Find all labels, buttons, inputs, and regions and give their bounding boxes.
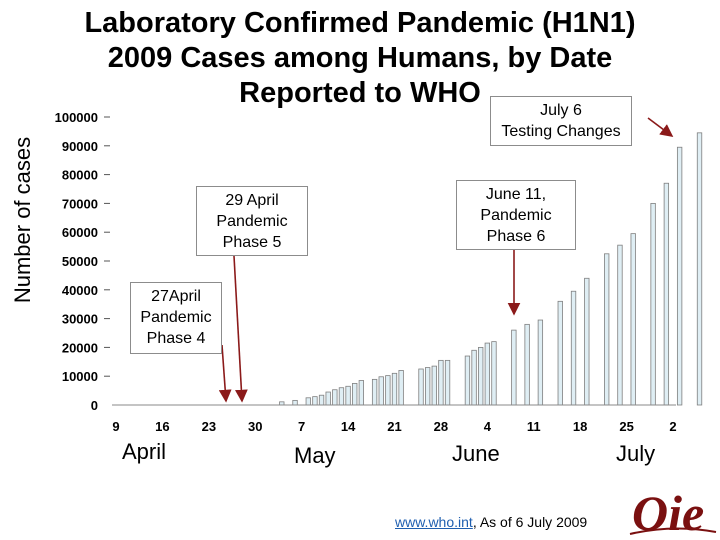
bar: [650, 202, 656, 406]
source-date: , As of 6 July 2009: [472, 514, 588, 530]
bar: [478, 346, 484, 406]
x-tick-label: 16: [155, 419, 169, 434]
x-tick-label: 18: [573, 419, 587, 434]
bar: [617, 244, 623, 406]
bar: [584, 277, 590, 406]
annotation-june11: June 11, Pandemic Phase 6: [456, 180, 576, 250]
bar: [391, 372, 398, 406]
annotation-arrow: [218, 344, 232, 403]
x-tick-label: 21: [387, 419, 401, 434]
bar: [524, 323, 530, 406]
bar: [604, 253, 610, 406]
annotation-line: Phase 6: [486, 228, 546, 245]
svg-text:Oie: Oie: [632, 485, 704, 538]
x-tick-label: 9: [112, 419, 119, 434]
source-link[interactable]: www.who.int: [395, 514, 473, 530]
bar: [438, 359, 444, 406]
y-tick-label: 0: [91, 398, 98, 413]
chart-title: Laboratory Confirmed Pandemic (H1N1) 200…: [40, 6, 680, 111]
bar: [292, 399, 298, 406]
annotation-april29: 29 April Pandemic Phase 5: [196, 186, 308, 256]
bar: [484, 342, 490, 406]
annotation-line: Pandemic: [140, 309, 212, 326]
month-label-july: July: [616, 441, 656, 466]
x-tick-label: 7: [298, 419, 305, 434]
y-tick-label: 50000: [62, 254, 98, 269]
bar: [371, 378, 378, 406]
title-line: Laboratory Confirmed Pandemic (H1N1): [84, 7, 636, 39]
y-tick-label: 80000: [62, 168, 98, 183]
x-tick-label: 2: [669, 419, 676, 434]
bar: [398, 370, 404, 406]
x-tick-label: 11: [527, 419, 541, 434]
bar: [444, 359, 451, 406]
annotation-line: Pandemic: [216, 213, 288, 230]
bar: [318, 394, 325, 406]
month-label-april: April: [122, 439, 167, 464]
annotation-line: 29 April: [225, 192, 279, 209]
y-tick-label: 70000: [62, 196, 98, 211]
y-tick-label: 100000: [55, 110, 98, 125]
bar: [425, 367, 431, 406]
annotation-line: Phase 5: [222, 234, 282, 251]
bar: [676, 146, 683, 406]
x-tick-label: 28: [434, 419, 448, 434]
annotation-line: Testing Changes: [501, 123, 621, 140]
title-line: 2009 Cases among Humans, by Date: [107, 42, 613, 74]
bar: [464, 355, 471, 406]
month-label-june: June: [452, 441, 500, 466]
bar: [325, 391, 331, 406]
bar: [491, 341, 497, 406]
x-tick-label: 23: [202, 419, 216, 434]
x-tick-label: 25: [619, 419, 633, 434]
month-label-may: May: [294, 443, 336, 468]
source-note: www.who.int, As of 6 July 2009: [395, 514, 587, 530]
bar: [511, 329, 517, 406]
annotation-line: Phase 4: [146, 330, 206, 347]
annotation-arrow: [233, 255, 248, 403]
annotation-april27: 27April Pandemic Phase 4: [130, 282, 222, 354]
bar: [358, 380, 364, 406]
bar: [570, 290, 577, 406]
annotation-line: July 6: [540, 102, 582, 119]
bar: [557, 300, 563, 406]
bar: [352, 382, 358, 406]
annotation-line: June 11,: [485, 186, 547, 203]
y-tick-label: 10000: [62, 369, 98, 384]
annotation-line: Pandemic: [480, 207, 552, 224]
annotation-arrow: [647, 117, 674, 137]
bar: [630, 233, 636, 406]
bar: [378, 376, 384, 406]
bar: [305, 397, 311, 406]
x-tick-label: 4: [484, 419, 492, 434]
bar: [431, 365, 437, 406]
title-line: Reported to WHO: [239, 77, 481, 109]
y-tick-label: 60000: [62, 225, 98, 240]
y-tick-label: 20000: [62, 340, 98, 355]
bar: [312, 396, 318, 406]
bar: [332, 389, 338, 406]
x-tick-label: 14: [341, 419, 356, 434]
bar: [537, 319, 544, 406]
bar: [696, 132, 703, 406]
y-tick-label: 90000: [62, 139, 98, 154]
oie-logo: Oie: [629, 485, 717, 538]
x-tick-label: 30: [248, 419, 262, 434]
bar: [338, 387, 345, 406]
bar: [385, 375, 391, 406]
bar: [663, 182, 670, 406]
y-tick-label: 30000: [62, 312, 98, 327]
bar: [418, 368, 424, 406]
bar: [345, 385, 351, 406]
bar: [471, 349, 477, 406]
annotation-july6: July 6 Testing Changes: [490, 96, 632, 146]
annotation-line: 27April: [151, 288, 201, 305]
y-tick-label: 40000: [62, 283, 98, 298]
